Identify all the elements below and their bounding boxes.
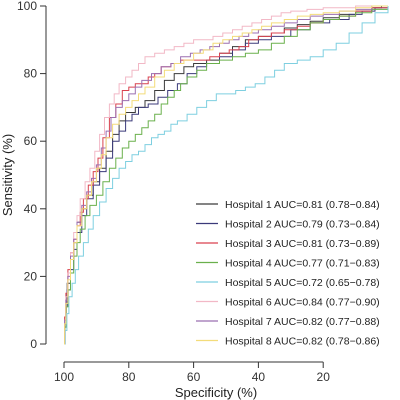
x-axis-title: Specificity (%) <box>175 385 257 400</box>
y-tick-label: 20 <box>24 269 38 283</box>
roc-curve-hospital-7 <box>64 5 388 345</box>
y-tick-label: 0 <box>30 337 37 351</box>
x-tick-label: 100 <box>54 370 74 384</box>
x-axis-ticks: 100 80 60 40 20 <box>54 362 330 384</box>
axes: 100 80 60 40 20 0 20 40 60 80 100 Specificity (%)… <box>0 0 330 400</box>
legend-label: Hospital 2 AUC=0.79 (0.73−0.84) <box>225 219 380 231</box>
roc-curve-hospital-5 <box>64 6 389 345</box>
legend-label: Hospital 6 AUC=0.84 (0.77−0.90) <box>225 297 380 309</box>
roc-curve-hospital-8 <box>64 5 388 345</box>
legend-label: Hospital 5 AUC=0.72 (0.65−0.78) <box>225 277 380 289</box>
legend-label: Hospital 4 AUC=0.77 (0.71−0.83) <box>225 258 380 270</box>
x-tick-label: 20 <box>317 370 331 384</box>
roc-curve-hospital-6 <box>64 5 388 345</box>
legend-label: Hospital 8 AUC=0.82 (0.78−0.86) <box>225 336 380 348</box>
y-axis-title: Sensitivity (%) <box>0 134 15 216</box>
x-tick-label: 60 <box>187 370 201 384</box>
x-tick-label: 40 <box>252 370 266 384</box>
roc-curve-hospital-2 <box>64 6 389 345</box>
y-tick-label: 100 <box>17 0 37 13</box>
y-tick-label: 60 <box>24 134 38 148</box>
y-tick-label: 40 <box>24 202 38 216</box>
legend-label: Hospital 3 AUC=0.81 (0.73−0.89) <box>225 238 380 250</box>
y-tick-label: 80 <box>24 67 38 81</box>
y-axis-ticks: 0 20 40 60 80 100 <box>17 0 46 351</box>
legend-label: Hospital 1 AUC=0.81 (0.78−0.84) <box>225 199 380 211</box>
roc-curve-hospital-4 <box>64 6 389 345</box>
legend: Hospital 1 AUC=0.81 (0.78−0.84) Hospital … <box>196 199 380 348</box>
roc-curves <box>64 5 389 345</box>
x-tick-label: 80 <box>122 370 136 384</box>
legend-label: Hospital 7 AUC=0.82 (0.77−0.88) <box>225 316 380 328</box>
